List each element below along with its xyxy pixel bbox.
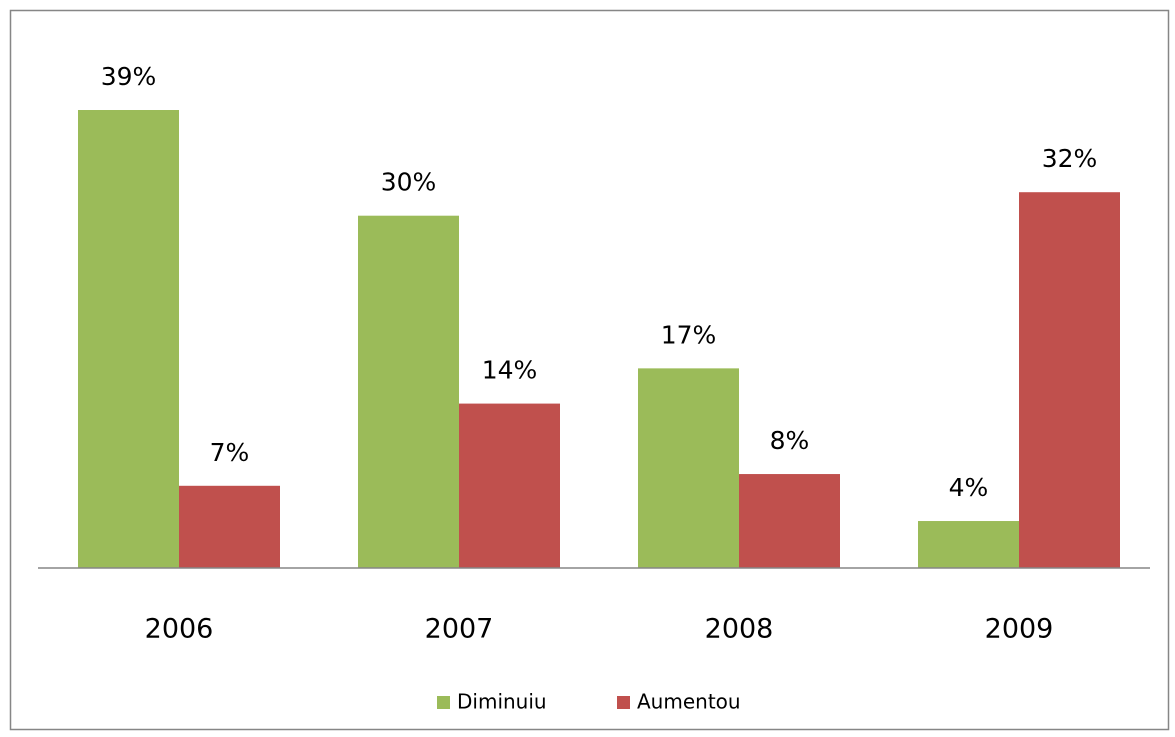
value-label: 39%	[101, 62, 157, 91]
value-label: 17%	[661, 320, 717, 349]
value-label: 14%	[482, 356, 538, 385]
bar	[739, 474, 840, 568]
legend-swatch	[437, 696, 450, 709]
x-tick-label: 2007	[425, 614, 494, 645]
value-label: 8%	[770, 426, 810, 455]
bar	[179, 485, 280, 568]
bar	[638, 368, 739, 568]
value-label: 7%	[210, 438, 250, 467]
bar	[918, 521, 1019, 568]
value-label: 4%	[949, 473, 989, 502]
bar	[78, 110, 179, 568]
value-label: 32%	[1042, 144, 1098, 173]
legend-swatch	[617, 696, 630, 709]
bar	[1019, 192, 1120, 568]
x-tick-label: 2009	[985, 614, 1054, 645]
x-tick-label: 2008	[705, 614, 774, 645]
legend-label: Aumentou	[637, 690, 741, 714]
bar	[459, 403, 560, 568]
chart-frame	[9, 9, 1170, 731]
legend-label: Diminuiu	[457, 690, 547, 714]
x-tick-label: 2006	[145, 614, 214, 645]
bar	[358, 215, 459, 568]
value-label: 30%	[381, 168, 437, 197]
